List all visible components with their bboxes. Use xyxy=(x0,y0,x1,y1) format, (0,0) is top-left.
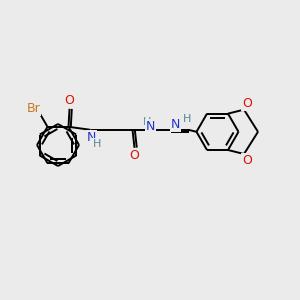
Text: N: N xyxy=(146,120,155,133)
Text: O: O xyxy=(130,149,140,162)
Text: Br: Br xyxy=(27,102,40,115)
Text: H: H xyxy=(93,139,102,149)
Text: H: H xyxy=(143,117,152,127)
Text: N: N xyxy=(87,131,96,144)
Text: O: O xyxy=(242,97,252,110)
Text: O: O xyxy=(242,154,252,166)
Text: O: O xyxy=(64,94,74,107)
Text: N: N xyxy=(171,118,180,131)
Text: H: H xyxy=(183,114,192,124)
